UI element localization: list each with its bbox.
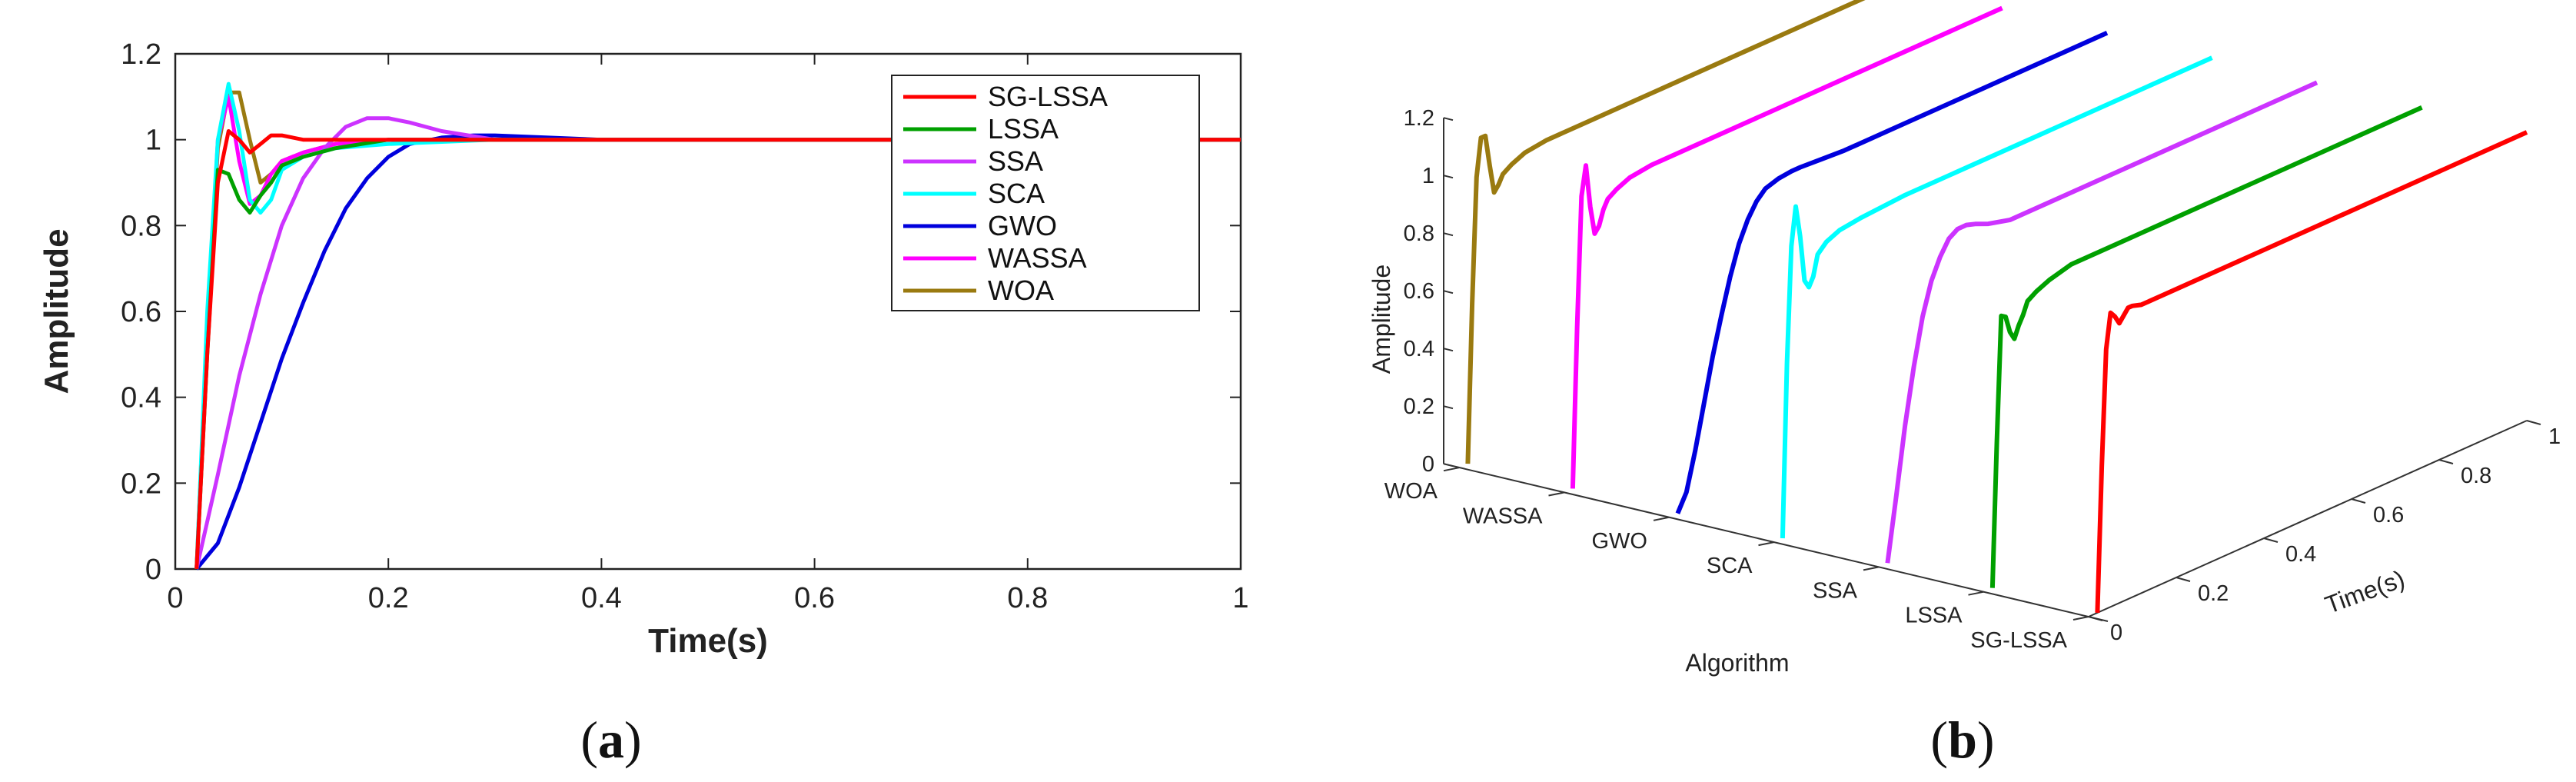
amplitude-tick-mark xyxy=(1443,175,1454,179)
time-tick-label: 0.6 xyxy=(2373,503,2404,527)
time-tick-label: 0.2 xyxy=(2198,581,2229,606)
amplitude-tick-mark xyxy=(1443,290,1454,294)
category-tick-label: LSSA xyxy=(1905,604,1963,628)
amplitude-tick-mark xyxy=(1443,348,1454,352)
time-tick-mark xyxy=(2351,498,2366,504)
legend-label-ssa: SSA xyxy=(988,145,1043,177)
amplitude-tick-label: 1.2 xyxy=(1404,106,1434,131)
y-tick-label: 1 xyxy=(145,125,161,157)
y-tick-label: 0.6 xyxy=(121,296,161,328)
category-tick-mark xyxy=(1653,516,1670,521)
legend-label-sg-lssa: SG-LSSA xyxy=(988,81,1108,112)
panel-a-line-chart: 0 0.2 0.4 0.6 0.8 100.20.40.60.811.2 Time(s) … xyxy=(38,38,1249,660)
time-tick-label: 0.8 xyxy=(2461,464,2491,488)
time-tick-mark xyxy=(2526,420,2541,425)
svg-text:(b): (b) xyxy=(1930,710,1994,769)
amplitude-tick-mark xyxy=(1443,232,1454,237)
amplitude-tick-label: 0.8 xyxy=(1404,221,1434,246)
category-tick-label: SCA xyxy=(1707,554,1753,578)
amplitude-tick-label: 0.6 xyxy=(1404,279,1434,304)
category-tick-label: SG-LSSA xyxy=(1970,628,2067,653)
legend-label-lssa: LSSA xyxy=(988,113,1059,145)
amplitude-tick-label: 0.4 xyxy=(1404,337,1434,361)
time-tick-label: 1 xyxy=(2548,424,2561,449)
legend-label-gwo: GWO xyxy=(988,210,1057,241)
y-tick-label: 1.2 xyxy=(121,38,161,71)
svg-text:(a): (a) xyxy=(580,710,641,769)
panel-b-3d-chart: 0 0.2 0.4 0.6 0.8 1 1.2 0 0.2 0.4 0.6 0.8 1 WOA WASSA G… xyxy=(1368,0,2561,677)
legend-label-woa: WOA xyxy=(988,275,1054,306)
panel-b-x-axis-label: Algorithm xyxy=(1685,649,1789,677)
x-tick-label: 0.6 xyxy=(794,582,835,614)
legend-label-sca: SCA xyxy=(988,178,1045,209)
caption-b: (b) xyxy=(1930,710,1994,769)
category-tick-mark xyxy=(1863,566,1880,571)
panel-a-x-axis-label: Time(s) xyxy=(648,622,768,660)
y-tick-label: 0.2 xyxy=(121,468,161,500)
panel-a-ticks: 0 0.2 0.4 0.6 0.8 1 0 0.2 0.4 0.6 0.8 1 1.2 xyxy=(121,38,1248,614)
category-tick-mark xyxy=(1758,541,1774,547)
legend-label-wassa: WASSA xyxy=(988,242,1087,274)
category-tick-mark xyxy=(2072,616,2089,621)
caption-a: (a) xyxy=(580,710,641,769)
panel-a-y-axis-label: Amplitude xyxy=(38,228,75,394)
time-tick-mark xyxy=(2175,577,2191,582)
amplitude-tick-mark xyxy=(1443,405,1454,410)
y-tick-label: 0 xyxy=(145,554,161,586)
time-tick-mark xyxy=(2088,616,2103,621)
category-axis-line xyxy=(1443,463,2109,622)
time-tick-mark xyxy=(2263,537,2279,543)
time-tick-mark xyxy=(2438,459,2454,464)
time-axis-line xyxy=(2088,420,2528,617)
amplitude-tick-label: 1 xyxy=(1422,164,1434,188)
caption-b-letter: b xyxy=(1948,710,1977,769)
category-tick-label: GWO xyxy=(1592,529,1648,554)
waterfall-line-woa xyxy=(1465,0,1866,464)
category-tick-label: WOA xyxy=(1384,479,1438,504)
waterfall-line-wassa xyxy=(1570,5,2003,489)
series-line-sg-lssa xyxy=(194,129,1241,570)
waterfall-line-gwo xyxy=(1675,31,2109,514)
series-line-sca xyxy=(194,82,1241,570)
amplitude-tick-mark xyxy=(1443,463,1454,468)
panel-b-z-axis-label: Amplitude xyxy=(1368,265,1395,374)
panel-a-series-lines xyxy=(194,82,1241,571)
waterfall-line-sca xyxy=(1780,55,2213,539)
panel-b-axes: 0 0.2 0.4 0.6 0.8 1 1.2 0 0.2 0.4 0.6 0.8 1 WOA WASSA G… xyxy=(1384,106,2561,653)
x-tick-label: 1 xyxy=(1232,582,1248,614)
category-tick-mark xyxy=(1548,491,1564,497)
amplitude-tick-mark xyxy=(1443,117,1454,121)
panel-b-series-lines xyxy=(1465,0,2528,613)
amplitude-tick-label: 0 xyxy=(1422,452,1434,477)
time-tick-label: 0.4 xyxy=(2285,542,2316,567)
category-tick-label: WASSA xyxy=(1463,504,1543,529)
caption-a-letter: a xyxy=(598,710,624,769)
time-tick-label: 0 xyxy=(2110,621,2122,645)
x-tick-label: 0 xyxy=(167,582,183,614)
x-tick-label: 0.8 xyxy=(1007,582,1048,614)
category-tick-mark xyxy=(1968,591,1984,596)
category-tick-mark xyxy=(1443,467,1460,472)
x-tick-label: 0.4 xyxy=(581,582,622,614)
waterfall-line-lssa xyxy=(1989,105,2423,588)
waterfall-line-sg-lssa xyxy=(2095,130,2528,613)
y-tick-label: 0.4 xyxy=(121,382,161,414)
y-tick-label: 0.8 xyxy=(121,210,161,242)
waterfall-line-ssa xyxy=(1885,80,2318,564)
x-tick-label: 0.2 xyxy=(368,582,409,614)
category-tick-label: SSA xyxy=(1813,578,1858,603)
panel-b-y-axis-label: Time(s) xyxy=(2322,564,2408,619)
amplitude-tick-label: 0.2 xyxy=(1404,394,1434,419)
